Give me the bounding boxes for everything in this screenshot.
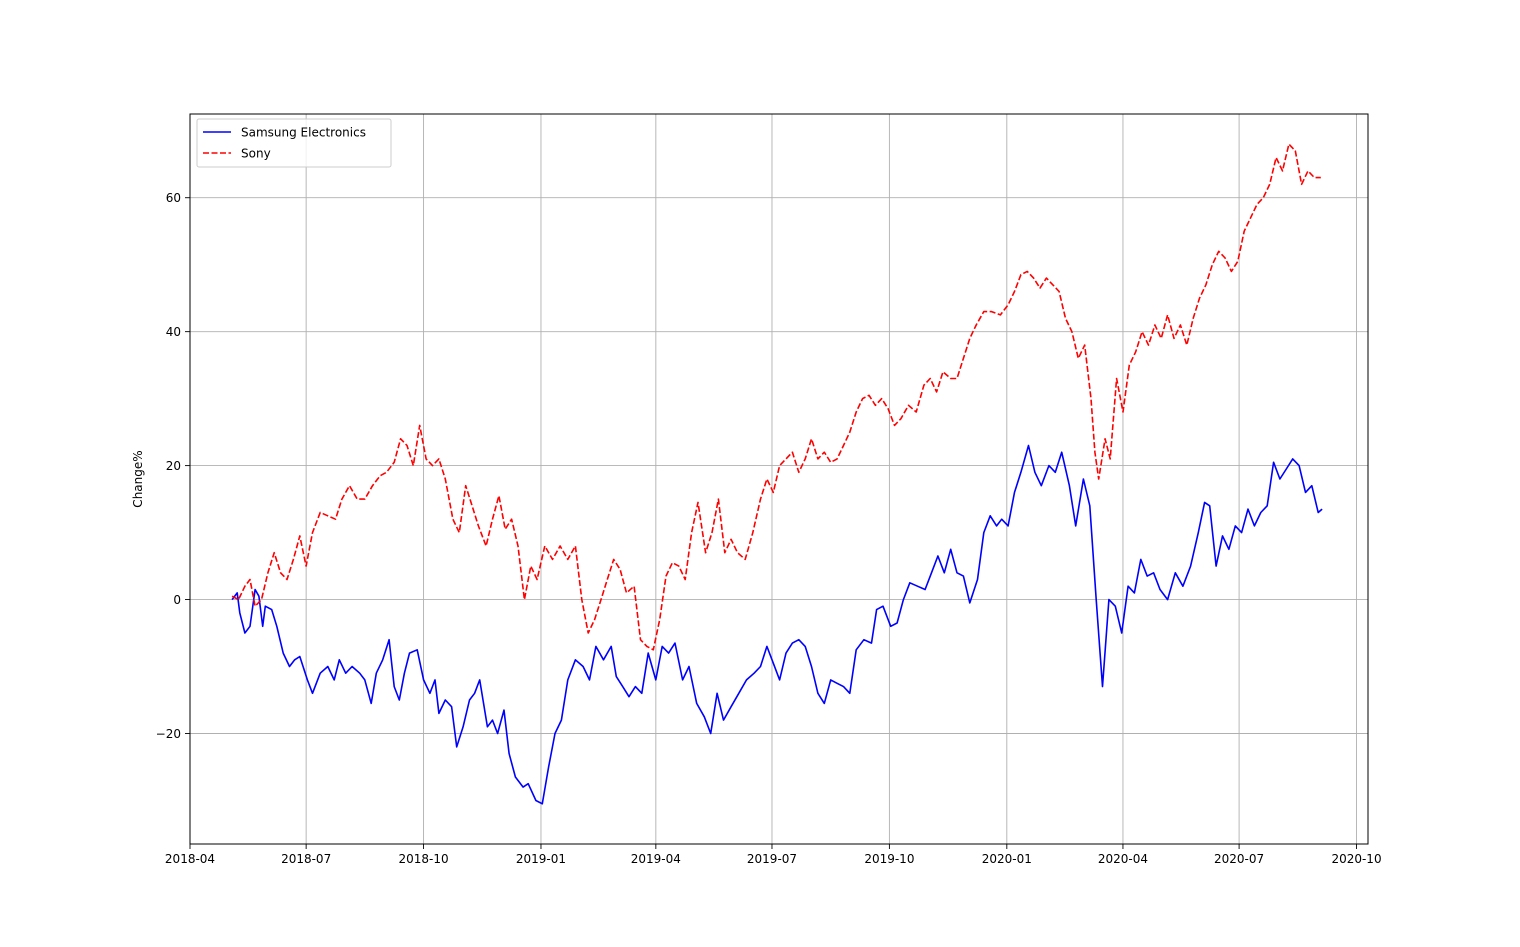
legend-box (196, 118, 392, 168)
x-tick-label: 2019-10 (864, 852, 914, 866)
series-samsung (231, 444, 1323, 805)
legend-label-sony: Sony (241, 147, 271, 161)
x-tick-label: 2019-04 (631, 852, 681, 866)
x-tick-label: 2018-04 (165, 852, 215, 866)
x-tick-label: 2020-07 (1214, 852, 1264, 866)
y-tick-label: 20 (166, 459, 181, 473)
x-tick-label: 2020-04 (1098, 852, 1148, 866)
y-tick-label: 60 (166, 191, 181, 205)
grid-lines (189, 114, 1368, 844)
x-tick-label: 2018-07 (281, 852, 331, 866)
series-line (231, 444, 1323, 805)
series-line (231, 143, 1321, 651)
y-tick-label: −20 (156, 727, 181, 741)
x-tick-label: 2020-01 (982, 852, 1032, 866)
series-layer (231, 143, 1323, 805)
x-axis: 2018-04 2018-07 2018-10 2019-01 2019-04 2019-… (165, 844, 1382, 866)
series-sony (231, 143, 1321, 651)
x-tick-label: 2018-10 (398, 852, 448, 866)
y-axis: −20 0 20 40 60 (156, 191, 190, 741)
plot-frame (189, 113, 1369, 845)
x-tick-label: 2020-10 (1331, 852, 1381, 866)
legend-label-samsung: Samsung Electronics (241, 126, 366, 140)
x-tick-label: 2019-07 (747, 852, 797, 866)
legend: Samsung Electronics Sony (196, 118, 392, 168)
y-axis-label: Change% (131, 450, 145, 507)
y-tick-label: 40 (166, 325, 181, 339)
x-tick-label: 2019-01 (516, 852, 566, 866)
y-tick-label: 0 (173, 593, 181, 607)
